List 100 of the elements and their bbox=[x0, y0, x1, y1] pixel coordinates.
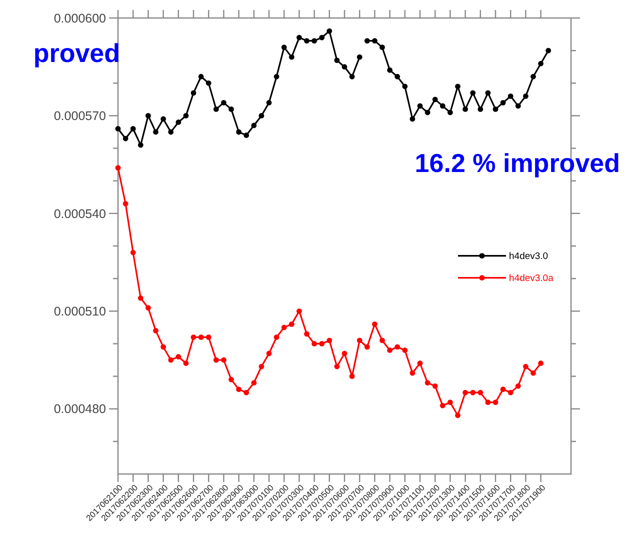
y-tick-label: 0.000540 bbox=[54, 206, 106, 221]
annotation: 16.2 % improved bbox=[414, 148, 620, 178]
text: h4dev3.0 bbox=[509, 251, 548, 262]
point bbox=[312, 341, 317, 346]
point bbox=[334, 58, 340, 64]
point bbox=[508, 390, 514, 396]
point bbox=[394, 74, 400, 80]
point bbox=[387, 67, 392, 73]
point bbox=[448, 110, 453, 116]
point bbox=[228, 106, 234, 112]
point bbox=[402, 348, 408, 353]
point bbox=[198, 74, 204, 80]
point bbox=[274, 334, 280, 340]
point bbox=[146, 305, 151, 311]
point bbox=[296, 34, 302, 40]
point bbox=[206, 80, 212, 86]
point bbox=[387, 348, 392, 353]
point bbox=[432, 383, 438, 389]
point bbox=[455, 84, 460, 90]
point bbox=[492, 400, 498, 406]
text: h4dev3.0a bbox=[509, 273, 554, 284]
point bbox=[228, 376, 234, 382]
point bbox=[122, 200, 128, 206]
point bbox=[153, 328, 158, 334]
point bbox=[342, 64, 348, 70]
point bbox=[312, 38, 317, 44]
point bbox=[258, 364, 264, 370]
y-tick-label: 0.000600 bbox=[54, 11, 106, 26]
point bbox=[281, 44, 287, 50]
point bbox=[153, 129, 158, 135]
point bbox=[546, 48, 552, 54]
point bbox=[334, 364, 340, 370]
point bbox=[455, 412, 460, 418]
point bbox=[424, 110, 430, 116]
point bbox=[500, 386, 506, 392]
point bbox=[342, 350, 348, 356]
point bbox=[530, 74, 536, 80]
point bbox=[470, 90, 476, 96]
point bbox=[380, 44, 385, 50]
point bbox=[349, 374, 355, 379]
point bbox=[304, 331, 310, 337]
point bbox=[523, 93, 528, 99]
point bbox=[296, 308, 302, 314]
point bbox=[448, 400, 453, 406]
y-tick-label: 0.000510 bbox=[54, 304, 106, 319]
point bbox=[244, 132, 250, 138]
point bbox=[356, 54, 362, 60]
point bbox=[508, 93, 514, 99]
point bbox=[417, 103, 423, 109]
point bbox=[410, 116, 416, 122]
point bbox=[183, 360, 189, 366]
point bbox=[274, 74, 280, 80]
point bbox=[198, 334, 204, 340]
point bbox=[213, 106, 219, 112]
point bbox=[130, 126, 136, 132]
point bbox=[364, 38, 370, 44]
point bbox=[176, 120, 182, 125]
point bbox=[122, 136, 128, 142]
point bbox=[432, 96, 438, 102]
point bbox=[372, 321, 378, 327]
point bbox=[206, 334, 212, 340]
point bbox=[515, 103, 521, 109]
point bbox=[221, 100, 226, 106]
point bbox=[440, 402, 446, 408]
point bbox=[244, 390, 250, 396]
point bbox=[364, 344, 370, 350]
point bbox=[146, 113, 151, 118]
point bbox=[138, 295, 144, 301]
point bbox=[160, 116, 166, 122]
point bbox=[326, 28, 332, 34]
point bbox=[236, 129, 242, 135]
point bbox=[538, 60, 544, 66]
point bbox=[462, 106, 468, 112]
point bbox=[417, 360, 423, 366]
point bbox=[183, 113, 189, 118]
point bbox=[440, 103, 446, 109]
point bbox=[221, 357, 226, 363]
point bbox=[410, 370, 416, 376]
point bbox=[251, 380, 257, 386]
point bbox=[288, 321, 294, 327]
point bbox=[538, 360, 544, 366]
point bbox=[492, 106, 498, 112]
point bbox=[304, 38, 310, 44]
point bbox=[138, 142, 144, 148]
point bbox=[160, 344, 166, 350]
point bbox=[251, 122, 257, 128]
point bbox=[485, 90, 491, 96]
point bbox=[394, 344, 400, 350]
point bbox=[356, 338, 362, 344]
point bbox=[530, 370, 536, 376]
point bbox=[462, 390, 468, 396]
point bbox=[485, 400, 491, 406]
point bbox=[190, 334, 196, 340]
point bbox=[266, 100, 272, 106]
point bbox=[523, 364, 528, 370]
y-tick-label: 0.000570 bbox=[54, 109, 106, 124]
point bbox=[176, 354, 182, 360]
point bbox=[319, 341, 325, 346]
point bbox=[424, 380, 430, 386]
point bbox=[266, 350, 272, 356]
